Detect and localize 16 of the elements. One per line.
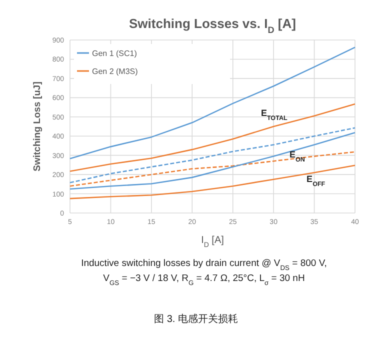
line-series <box>69 164 356 200</box>
line-series <box>69 132 356 190</box>
y-axis-title: Switching Loss [uJ] <box>32 82 43 172</box>
annotation: E$_{TOTAL}$ <box>260 108 288 122</box>
legend-label: Gen 1 (SC1) <box>92 49 138 58</box>
annotation: E$_{OFF}$ <box>306 174 326 188</box>
caption: 图 3. 电感开关损耗 <box>154 313 238 325</box>
legend-label: Gen 2 (M3S) <box>92 67 138 76</box>
line-series <box>69 127 356 184</box>
text: V$_{GS}$ = −3 V / 18 V, R$_{G}$ = 4.7 Ω, 25°C, L$_{σ}$ = 30 nH <box>103 273 305 286</box>
chart-title: Switching Losses vs. I$_{D}$ [A] <box>129 16 296 35</box>
x-axis-title: I$_{D}$ [A] <box>201 235 224 248</box>
line-series <box>69 103 356 172</box>
annotation: E$_{ON}$ <box>289 150 306 164</box>
text: Inductive switching losses by drain current @ V$_{DS}$ = 800 V, <box>81 258 327 272</box>
line-series <box>69 151 356 187</box>
